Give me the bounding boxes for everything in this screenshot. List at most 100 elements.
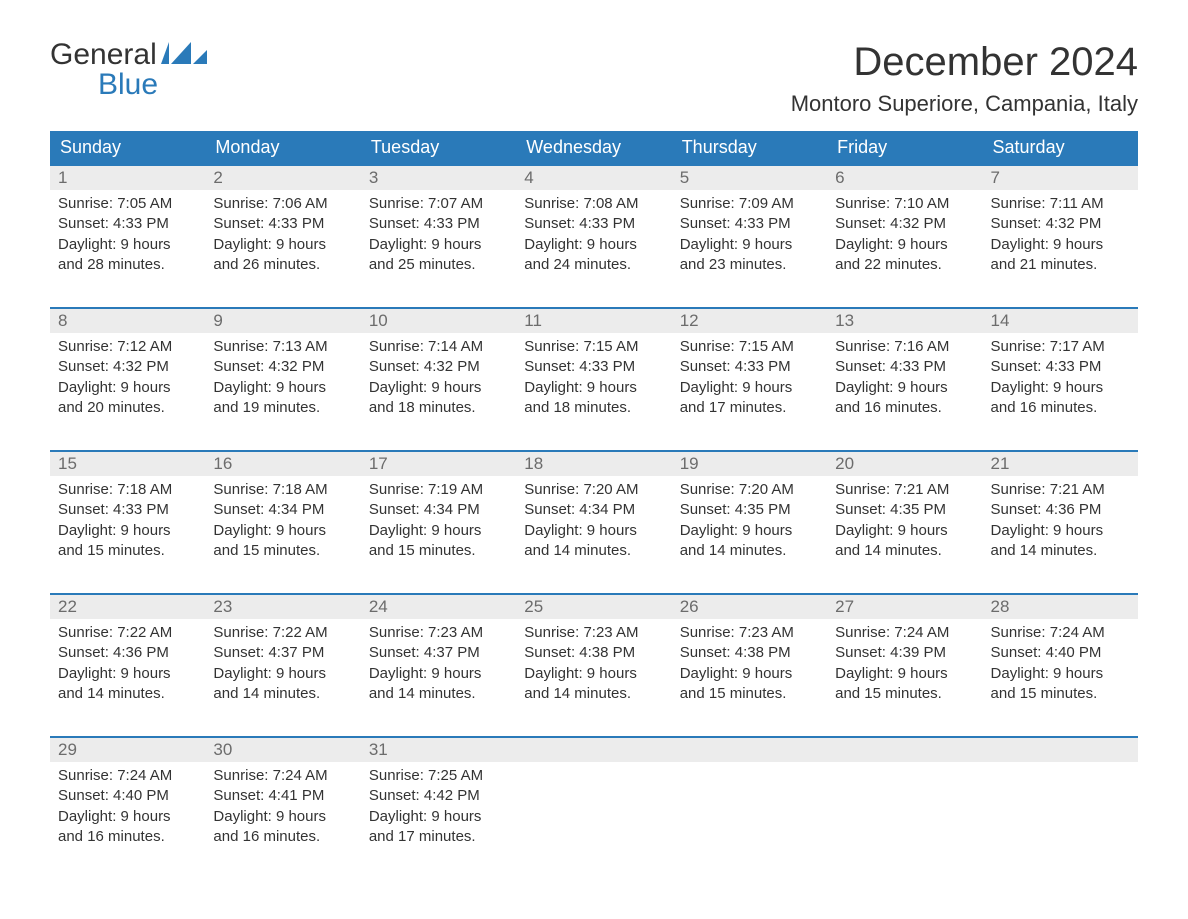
day-number: 24 [361, 595, 516, 619]
sunrise-text: Sunrise: 7:25 AM [369, 766, 508, 786]
day-number [672, 738, 827, 762]
daylight-line1: Daylight: 9 hours [369, 664, 508, 684]
sunset-text: Sunset: 4:33 PM [991, 357, 1130, 377]
sunrise-text: Sunrise: 7:10 AM [835, 194, 974, 214]
day-number: 18 [516, 452, 671, 476]
daylight-line1: Daylight: 9 hours [680, 521, 819, 541]
daylight-line2: and 25 minutes. [369, 255, 508, 275]
sunset-text: Sunset: 4:33 PM [524, 214, 663, 234]
daylight-line1: Daylight: 9 hours [58, 378, 197, 398]
day-number: 26 [672, 595, 827, 619]
sunset-text: Sunset: 4:35 PM [680, 500, 819, 520]
day-cell: Sunrise: 7:19 AMSunset: 4:34 PMDaylight:… [361, 476, 516, 585]
daylight-line1: Daylight: 9 hours [369, 378, 508, 398]
daylight-line1: Daylight: 9 hours [58, 807, 197, 827]
day-cell: Sunrise: 7:24 AMSunset: 4:39 PMDaylight:… [827, 619, 982, 728]
week-row: 22232425262728Sunrise: 7:22 AMSunset: 4:… [50, 593, 1138, 728]
day-cell: Sunrise: 7:11 AMSunset: 4:32 PMDaylight:… [983, 190, 1138, 299]
sunset-text: Sunset: 4:34 PM [369, 500, 508, 520]
daylight-line1: Daylight: 9 hours [680, 378, 819, 398]
day-number: 20 [827, 452, 982, 476]
dow-cell: Saturday [983, 131, 1138, 164]
day-cell: Sunrise: 7:05 AMSunset: 4:33 PMDaylight:… [50, 190, 205, 299]
day-number: 16 [205, 452, 360, 476]
sunrise-text: Sunrise: 7:13 AM [213, 337, 352, 357]
calendar: Sunday Monday Tuesday Wednesday Thursday… [50, 131, 1138, 871]
sunrise-text: Sunrise: 7:06 AM [213, 194, 352, 214]
sunset-text: Sunset: 4:35 PM [835, 500, 974, 520]
dow-cell: Wednesday [516, 131, 671, 164]
daylight-line1: Daylight: 9 hours [213, 378, 352, 398]
sunrise-text: Sunrise: 7:15 AM [680, 337, 819, 357]
dow-cell: Tuesday [361, 131, 516, 164]
sunset-text: Sunset: 4:33 PM [369, 214, 508, 234]
day-number: 15 [50, 452, 205, 476]
daylight-line1: Daylight: 9 hours [369, 807, 508, 827]
sunset-text: Sunset: 4:34 PM [524, 500, 663, 520]
day-number-row: 15161718192021 [50, 450, 1138, 476]
sunrise-text: Sunrise: 7:23 AM [369, 623, 508, 643]
day-cell: Sunrise: 7:08 AMSunset: 4:33 PMDaylight:… [516, 190, 671, 299]
day-cell: Sunrise: 7:23 AMSunset: 4:37 PMDaylight:… [361, 619, 516, 728]
daylight-line2: and 19 minutes. [213, 398, 352, 418]
sunset-text: Sunset: 4:32 PM [58, 357, 197, 377]
day-cell: Sunrise: 7:18 AMSunset: 4:33 PMDaylight:… [50, 476, 205, 585]
sunset-text: Sunset: 4:32 PM [369, 357, 508, 377]
day-data-row: Sunrise: 7:05 AMSunset: 4:33 PMDaylight:… [50, 190, 1138, 299]
brand-logo: General Blue [50, 40, 207, 100]
day-number: 11 [516, 309, 671, 333]
sunrise-text: Sunrise: 7:21 AM [835, 480, 974, 500]
daylight-line2: and 14 minutes. [991, 541, 1130, 561]
day-number: 28 [983, 595, 1138, 619]
day-number: 22 [50, 595, 205, 619]
daylight-line2: and 21 minutes. [991, 255, 1130, 275]
daylight-line2: and 14 minutes. [524, 684, 663, 704]
day-cell: Sunrise: 7:22 AMSunset: 4:36 PMDaylight:… [50, 619, 205, 728]
sunset-text: Sunset: 4:33 PM [58, 214, 197, 234]
sunrise-text: Sunrise: 7:21 AM [991, 480, 1130, 500]
sunset-text: Sunset: 4:33 PM [835, 357, 974, 377]
sunrise-text: Sunrise: 7:23 AM [680, 623, 819, 643]
day-number: 7 [983, 166, 1138, 190]
daylight-line2: and 16 minutes. [213, 827, 352, 847]
brand-word1: General [50, 40, 157, 70]
day-cell: Sunrise: 7:18 AMSunset: 4:34 PMDaylight:… [205, 476, 360, 585]
daylight-line2: and 16 minutes. [991, 398, 1130, 418]
sunset-text: Sunset: 4:40 PM [58, 786, 197, 806]
sunrise-text: Sunrise: 7:24 AM [835, 623, 974, 643]
sunrise-text: Sunrise: 7:11 AM [991, 194, 1130, 214]
daylight-line1: Daylight: 9 hours [213, 664, 352, 684]
week-row: 293031 Sunrise: 7:24 AMSunset: 4:40 PMDa… [50, 736, 1138, 871]
week-row: 891011121314Sunrise: 7:12 AMSunset: 4:32… [50, 307, 1138, 442]
daylight-line1: Daylight: 9 hours [991, 521, 1130, 541]
sunset-text: Sunset: 4:33 PM [213, 214, 352, 234]
day-of-week-header: Sunday Monday Tuesday Wednesday Thursday… [50, 131, 1138, 164]
sunrise-text: Sunrise: 7:07 AM [369, 194, 508, 214]
day-cell: Sunrise: 7:14 AMSunset: 4:32 PMDaylight:… [361, 333, 516, 442]
day-number: 6 [827, 166, 982, 190]
day-cell: Sunrise: 7:20 AMSunset: 4:35 PMDaylight:… [672, 476, 827, 585]
daylight-line1: Daylight: 9 hours [213, 235, 352, 255]
sunrise-text: Sunrise: 7:20 AM [680, 480, 819, 500]
daylight-line2: and 18 minutes. [369, 398, 508, 418]
day-number-row: 891011121314 [50, 307, 1138, 333]
daylight-line1: Daylight: 9 hours [680, 235, 819, 255]
sunrise-text: Sunrise: 7:15 AM [524, 337, 663, 357]
day-cell: Sunrise: 7:23 AMSunset: 4:38 PMDaylight:… [516, 619, 671, 728]
sunset-text: Sunset: 4:37 PM [369, 643, 508, 663]
day-number [516, 738, 671, 762]
day-cell: Sunrise: 7:15 AMSunset: 4:33 PMDaylight:… [672, 333, 827, 442]
dow-cell: Thursday [672, 131, 827, 164]
daylight-line2: and 28 minutes. [58, 255, 197, 275]
daylight-line1: Daylight: 9 hours [835, 521, 974, 541]
sunrise-text: Sunrise: 7:16 AM [835, 337, 974, 357]
week-row: 15161718192021Sunrise: 7:18 AMSunset: 4:… [50, 450, 1138, 585]
daylight-line1: Daylight: 9 hours [680, 664, 819, 684]
daylight-line2: and 15 minutes. [213, 541, 352, 561]
day-cell: Sunrise: 7:20 AMSunset: 4:34 PMDaylight:… [516, 476, 671, 585]
dow-cell: Friday [827, 131, 982, 164]
day-number: 25 [516, 595, 671, 619]
day-cell: Sunrise: 7:12 AMSunset: 4:32 PMDaylight:… [50, 333, 205, 442]
sunset-text: Sunset: 4:32 PM [835, 214, 974, 234]
daylight-line1: Daylight: 9 hours [213, 807, 352, 827]
